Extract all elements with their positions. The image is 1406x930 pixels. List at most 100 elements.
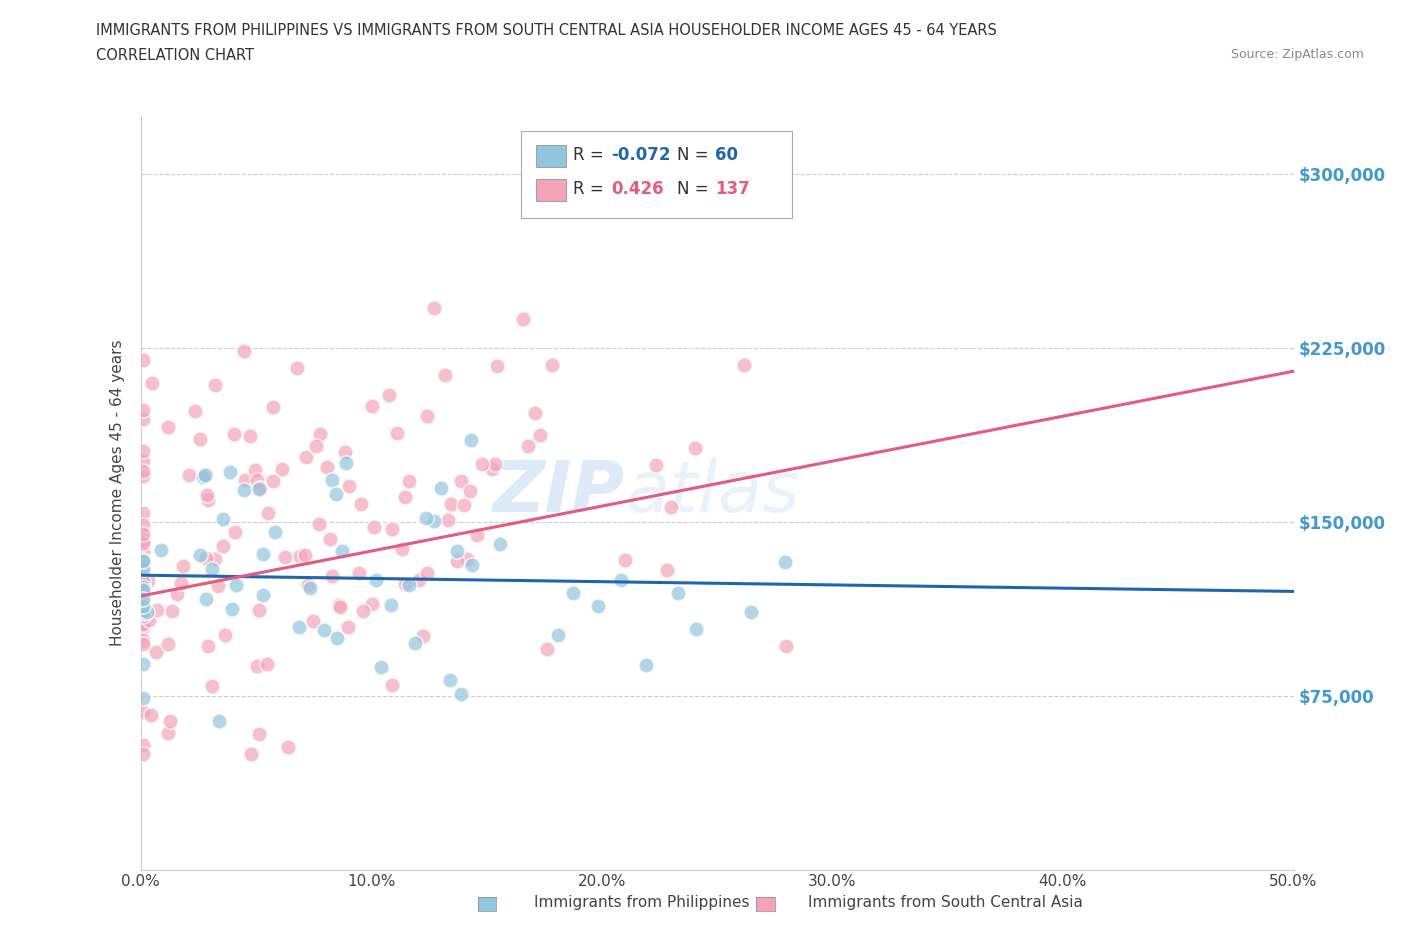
Point <box>352 604 374 618</box>
Point <box>132 622 155 637</box>
Point <box>484 457 506 472</box>
Point <box>156 637 179 652</box>
Point <box>247 482 270 497</box>
Point <box>312 623 335 638</box>
Point <box>422 300 444 315</box>
Point <box>172 559 194 574</box>
Point <box>308 426 330 441</box>
Point <box>132 574 155 589</box>
Point <box>321 472 343 487</box>
Point <box>381 678 404 693</box>
Point <box>224 427 246 442</box>
Point <box>264 525 287 539</box>
Point <box>246 659 269 674</box>
FancyBboxPatch shape <box>536 145 567 166</box>
Point <box>433 367 456 382</box>
Point <box>547 628 569 643</box>
Point <box>132 526 155 541</box>
Point <box>294 548 316 563</box>
Point <box>328 598 350 613</box>
Point <box>423 513 446 528</box>
Point <box>439 497 461 512</box>
Text: Immigrants from South Central Asia: Immigrants from South Central Asia <box>808 895 1084 910</box>
Point <box>415 511 437 525</box>
Point <box>262 399 284 414</box>
Point <box>149 542 172 557</box>
Point <box>489 537 512 551</box>
Text: N =: N = <box>676 146 714 164</box>
Text: CORRELATION CHART: CORRELATION CHART <box>96 48 253 63</box>
Point <box>349 497 371 512</box>
Point <box>239 428 262 443</box>
Point <box>194 592 217 607</box>
Point <box>329 599 352 614</box>
Point <box>290 549 312 564</box>
Point <box>132 554 155 569</box>
Point <box>586 599 609 614</box>
Point <box>256 506 278 521</box>
Point <box>252 588 274 603</box>
Point <box>277 740 299 755</box>
Point <box>412 629 434 644</box>
Point <box>456 551 478 566</box>
Point <box>536 642 558 657</box>
Text: atlas: atlas <box>624 458 800 527</box>
Point <box>512 312 534 326</box>
Point <box>132 609 155 624</box>
Point <box>201 562 224 577</box>
Point <box>141 376 163 391</box>
Point <box>481 462 503 477</box>
Point <box>337 619 360 634</box>
Point <box>194 468 217 483</box>
Point <box>775 638 797 653</box>
Point <box>645 458 668 472</box>
Point <box>321 568 343 583</box>
Y-axis label: Householder Income Ages 45 - 64 years: Householder Income Ages 45 - 64 years <box>110 339 125 646</box>
Point <box>179 467 201 482</box>
Point <box>197 493 219 508</box>
Point <box>683 440 706 455</box>
Point <box>460 432 482 447</box>
Point <box>610 572 633 587</box>
Point <box>297 578 319 592</box>
Text: IMMIGRANTS FROM PHILIPPINES VS IMMIGRANTS FROM SOUTH CENTRAL ASIA HOUSEHOLDER IN: IMMIGRANTS FROM PHILIPPINES VS IMMIGRANT… <box>96 23 997 38</box>
Point <box>195 488 218 503</box>
Point <box>332 543 354 558</box>
Point <box>132 617 155 631</box>
Point <box>540 358 562 373</box>
Point <box>398 578 420 592</box>
FancyBboxPatch shape <box>536 179 567 201</box>
Point <box>733 358 755 373</box>
Point <box>138 612 160 627</box>
Point <box>157 725 180 740</box>
Point <box>740 604 762 619</box>
Point <box>305 438 328 453</box>
Point <box>439 672 461 687</box>
Point <box>298 580 321 595</box>
Point <box>132 604 155 618</box>
Point <box>246 472 269 487</box>
Point <box>132 737 155 752</box>
Point <box>398 474 420 489</box>
Point <box>405 635 427 650</box>
Point <box>634 658 657 672</box>
Point <box>132 637 155 652</box>
Point <box>225 578 247 592</box>
Point <box>465 528 488 543</box>
Point <box>132 690 155 705</box>
Point <box>132 505 155 520</box>
Point <box>139 708 162 723</box>
Point <box>446 554 468 569</box>
Point <box>470 457 492 472</box>
Point <box>326 631 349 645</box>
Point <box>529 428 551 443</box>
FancyBboxPatch shape <box>522 131 792 218</box>
Point <box>385 426 408 441</box>
Point <box>132 605 155 620</box>
Point <box>370 659 392 674</box>
Point <box>204 378 226 392</box>
Point <box>162 604 184 618</box>
Point <box>364 573 387 588</box>
Point <box>247 603 270 618</box>
Point <box>394 577 416 591</box>
